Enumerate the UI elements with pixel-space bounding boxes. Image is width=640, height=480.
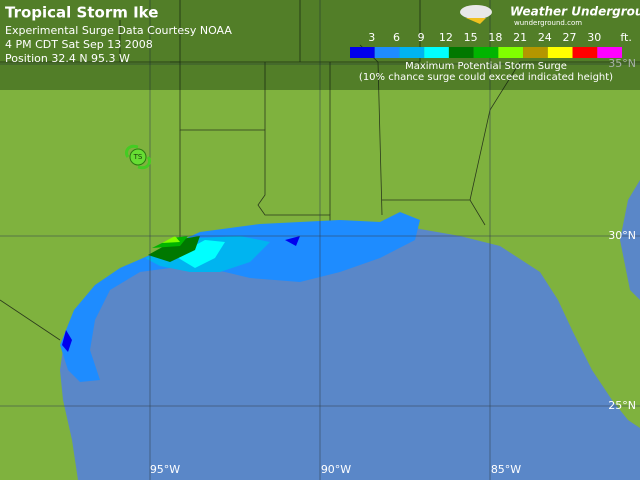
legend-value: 9	[418, 31, 425, 44]
legend: 3 6 9 12 15 18 21 24 27 30 ft. Maximum Potential St…	[350, 31, 632, 83]
grid-labels: 95°W 90°W 85°W 35°N 30°N 25°N	[150, 57, 636, 476]
lat-label: 25°N	[608, 399, 636, 412]
lon-label: 95°W	[150, 463, 180, 476]
legend-swatch	[473, 47, 499, 58]
subtitle: 4 PM CDT Sat Sep 13 2008	[5, 38, 153, 51]
legend-note: (10% chance surge could exceed indicated…	[359, 72, 613, 83]
legend-value: 21	[513, 31, 527, 44]
subtitle: Experimental Surge Data Courtesy NOAA	[5, 24, 232, 37]
legend-unit: ft.	[620, 31, 632, 44]
legend-value: 3	[368, 31, 375, 44]
storm-label: TS	[133, 153, 143, 161]
legend-swatch	[448, 47, 474, 58]
legend-swatch	[424, 47, 449, 58]
lon-label: 85°W	[491, 463, 521, 476]
lat-label: 30°N	[608, 229, 636, 242]
legend-swatch	[572, 47, 598, 58]
legend-value: 18	[488, 31, 502, 44]
gulf-water	[60, 223, 640, 480]
legend-value: 27	[563, 31, 577, 44]
surge-area	[60, 212, 420, 382]
legend-value: 12	[439, 31, 453, 44]
brand-url: wunderground.com	[514, 19, 582, 27]
header-band	[0, 0, 640, 90]
legend-value: 30	[587, 31, 601, 44]
legend-value: 6	[393, 31, 400, 44]
subtitle: Position 32.4 N 95.3 W	[5, 52, 130, 65]
legend-swatch	[498, 47, 524, 58]
legend-swatch	[523, 47, 548, 58]
brand-name: Weather Underground	[510, 5, 640, 19]
legend-title: Maximum Potential Storm Surge	[405, 61, 567, 72]
legend-swatch	[374, 47, 400, 58]
legend-value: 24	[538, 31, 552, 44]
legend-swatch	[547, 47, 573, 58]
atlantic-water	[620, 180, 640, 300]
legend-swatch	[399, 47, 425, 58]
legend-value: 15	[464, 31, 478, 44]
legend-swatch	[350, 47, 375, 58]
brand: Weather Underground wunderground.com	[460, 5, 640, 27]
lon-label: 90°W	[321, 463, 351, 476]
legend-swatch	[597, 47, 622, 58]
title: Tropical Storm Ike	[5, 4, 158, 22]
lat-label: 35°N	[608, 57, 636, 70]
storm-icon: TS	[124, 144, 152, 170]
